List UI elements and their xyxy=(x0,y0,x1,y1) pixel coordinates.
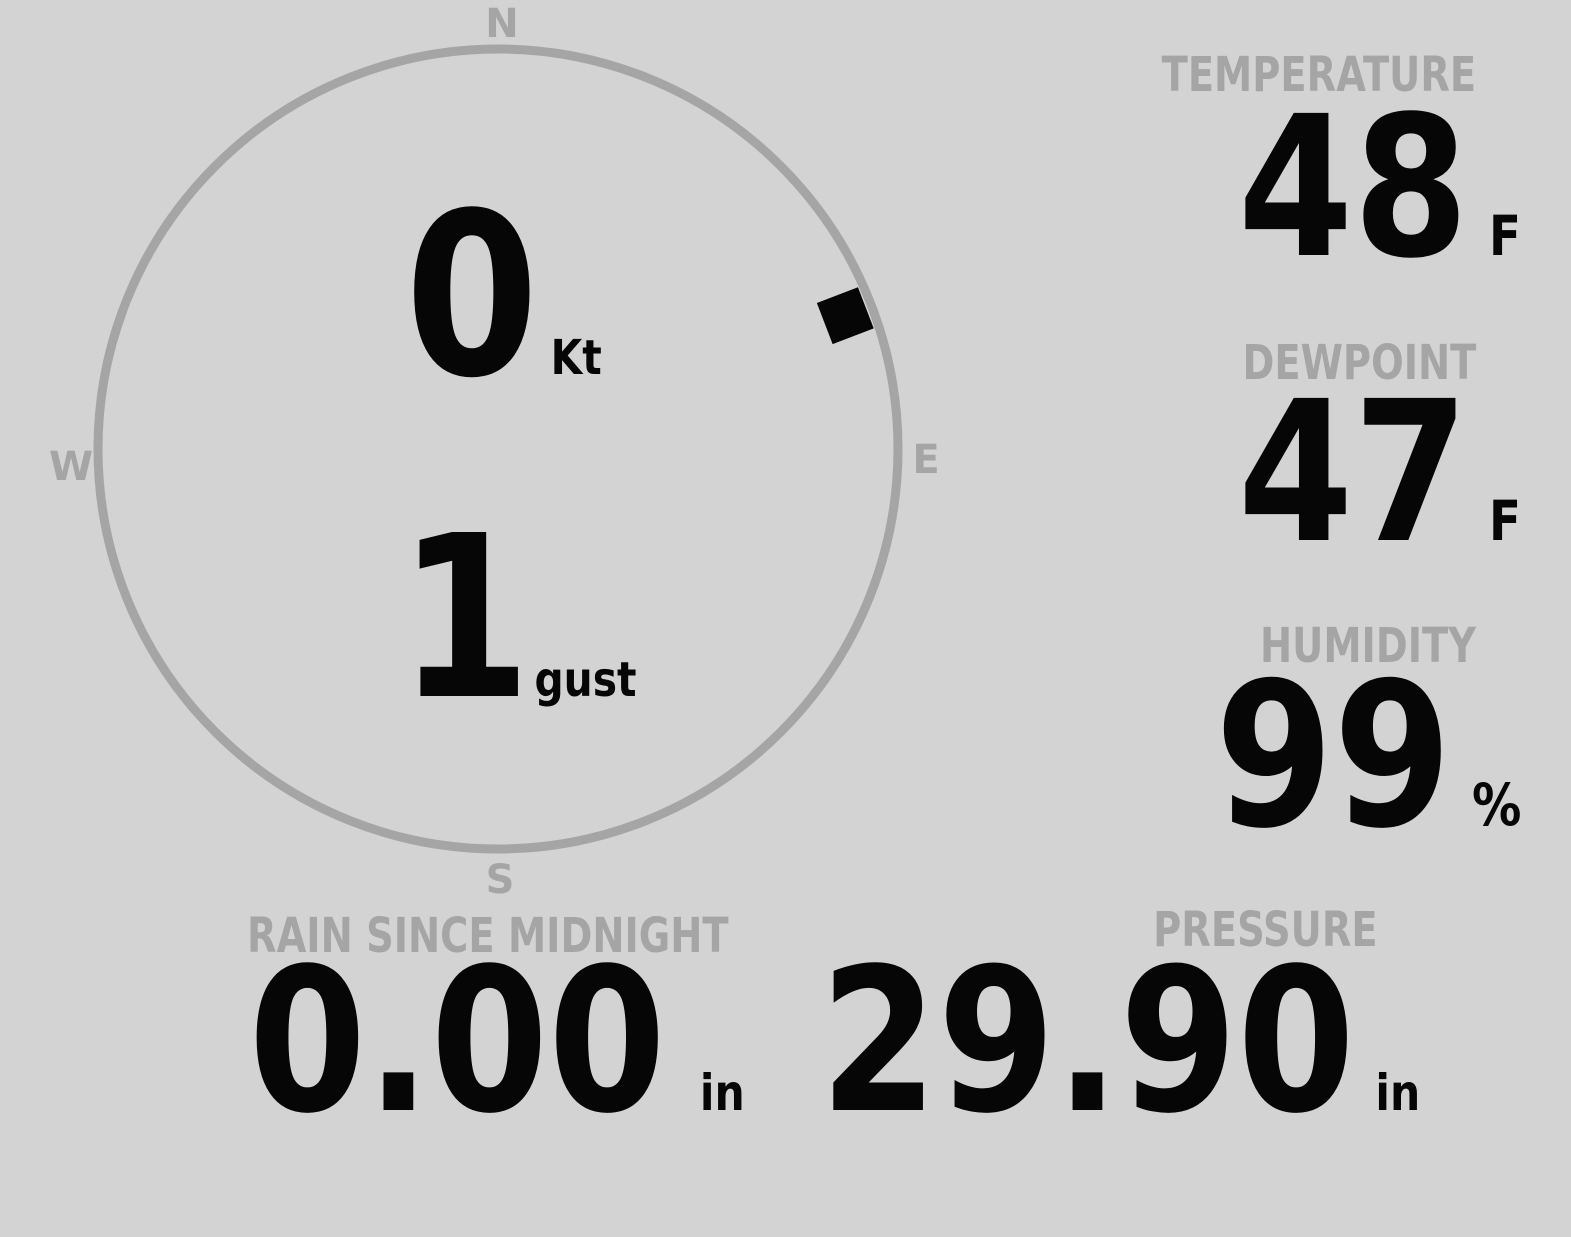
rain-reading: 0.00 in xyxy=(249,942,745,1141)
dewpoint-label: DEWPOINT xyxy=(1184,339,1476,387)
wind-speed-value: 0 xyxy=(405,165,539,428)
rain-label-text: RAIN SINCE MIDNIGHT xyxy=(247,908,729,964)
temperature-label-text: TEMPERATURE xyxy=(1161,47,1477,103)
pressure-reading: 29.90 in xyxy=(820,942,1420,1141)
wind-gust-value: 1 xyxy=(398,488,532,750)
humidity-value: 99 xyxy=(1214,640,1452,873)
compass-label-west: W xyxy=(48,444,94,490)
wind-speed: 0 Kt xyxy=(405,184,602,410)
humidity-label-text: HUMIDITY xyxy=(1260,618,1476,674)
temperature-reading: 48 F xyxy=(1238,90,1521,285)
rain-label: RAIN SINCE MIDNIGHT xyxy=(247,912,849,960)
dewpoint-value: 47 xyxy=(1237,359,1469,586)
pressure-label-text: PRESSURE xyxy=(1153,902,1378,958)
wind-direction-marker xyxy=(816,287,874,345)
dewpoint-reading: 47 F xyxy=(1238,375,1521,570)
temperature-value: 48 xyxy=(1237,74,1469,301)
wind-speed-unit: Kt xyxy=(550,330,602,386)
pressure-label: PRESSURE xyxy=(1097,906,1378,954)
humidity-unit: % xyxy=(1471,771,1521,839)
humidity-reading: 99 % xyxy=(1215,657,1521,857)
wind-gust: 1 gust xyxy=(398,507,637,732)
temperature-label: TEMPERATURE xyxy=(1083,47,1477,103)
compass-label-south: S xyxy=(485,857,515,903)
humidity-label: HUMIDITY xyxy=(1206,622,1476,670)
rain-unit: in xyxy=(700,1064,745,1122)
compass-label-north: N xyxy=(485,1,519,47)
compass-ring xyxy=(93,44,903,854)
rain-value: 0.00 xyxy=(248,925,667,1157)
temperature-unit: F xyxy=(1489,204,1521,268)
pressure-unit: in xyxy=(1375,1064,1420,1122)
dewpoint-unit: F xyxy=(1489,489,1521,553)
dewpoint-label-text: DEWPOINT xyxy=(1242,335,1476,391)
compass-label-east: E xyxy=(912,437,940,483)
pressure-value: 29.90 xyxy=(819,925,1355,1157)
wind-gust-unit: gust xyxy=(534,652,637,708)
